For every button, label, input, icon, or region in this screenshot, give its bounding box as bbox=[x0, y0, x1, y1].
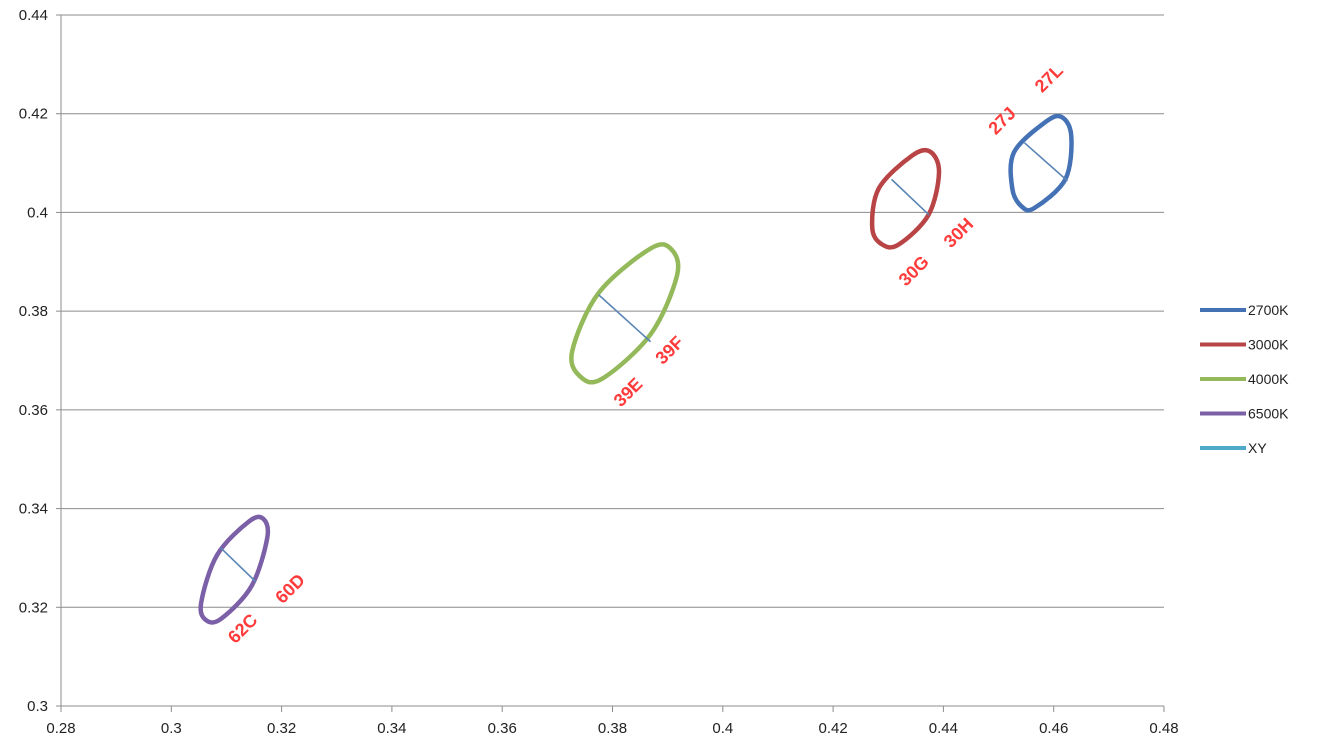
y-tick-label: 0.3 bbox=[27, 698, 48, 715]
x-tick-label: 0.28 bbox=[46, 720, 75, 737]
legend-label: 6500K bbox=[1248, 406, 1289, 422]
legend-label: 4000K bbox=[1248, 371, 1289, 387]
y-tick-label: 0.32 bbox=[19, 599, 48, 616]
legend-label: XY bbox=[1248, 440, 1267, 456]
y-tick-label: 0.38 bbox=[19, 303, 48, 320]
y-tick-label: 0.4 bbox=[27, 204, 48, 221]
bin-label: 30H bbox=[940, 214, 977, 251]
legend: 2700K 3000K 4000K 6500K XY bbox=[1200, 302, 1289, 456]
x-tick-label: 0.34 bbox=[377, 720, 406, 737]
y-tick-label: 0.34 bbox=[19, 501, 48, 518]
x-tick-label: 0.48 bbox=[1149, 720, 1178, 737]
xy-line-segment bbox=[892, 179, 930, 215]
x-tick-label: 0.3 bbox=[161, 720, 182, 737]
legend-label: 2700K bbox=[1248, 302, 1289, 318]
bin-label: 60D bbox=[271, 570, 308, 607]
x-tick-label: 0.4 bbox=[712, 720, 733, 737]
x-tick-label: 0.44 bbox=[929, 720, 958, 737]
ellipse-6500k bbox=[201, 517, 268, 623]
series-layer bbox=[201, 116, 1072, 623]
legend-label: 3000K bbox=[1248, 337, 1289, 353]
xy-line-segment bbox=[599, 295, 651, 342]
bin-label: 39F bbox=[651, 332, 687, 368]
y-tick-label: 0.44 bbox=[19, 7, 48, 24]
bin-label: 27L bbox=[1031, 60, 1067, 96]
x-tick-label: 0.42 bbox=[818, 720, 847, 737]
y-tick-label: 0.42 bbox=[19, 106, 48, 123]
bin-label: 62C bbox=[224, 610, 261, 647]
x-tick-label: 0.38 bbox=[598, 720, 627, 737]
grid-layer bbox=[61, 15, 1164, 607]
ellipse-3000k bbox=[872, 150, 939, 247]
y-tick-label: 0.36 bbox=[19, 402, 48, 419]
bin-label: 39E bbox=[610, 374, 647, 411]
xy-line-segment bbox=[1024, 143, 1067, 181]
ellipse-2700k bbox=[1011, 116, 1072, 210]
xy-line-segment bbox=[220, 548, 255, 582]
bin-label: 30G bbox=[895, 252, 933, 290]
x-tick-label: 0.36 bbox=[488, 720, 517, 737]
x-tick-label: 0.46 bbox=[1039, 720, 1068, 737]
bin-label: 27J bbox=[984, 103, 1019, 138]
x-tick-label: 0.32 bbox=[267, 720, 296, 737]
